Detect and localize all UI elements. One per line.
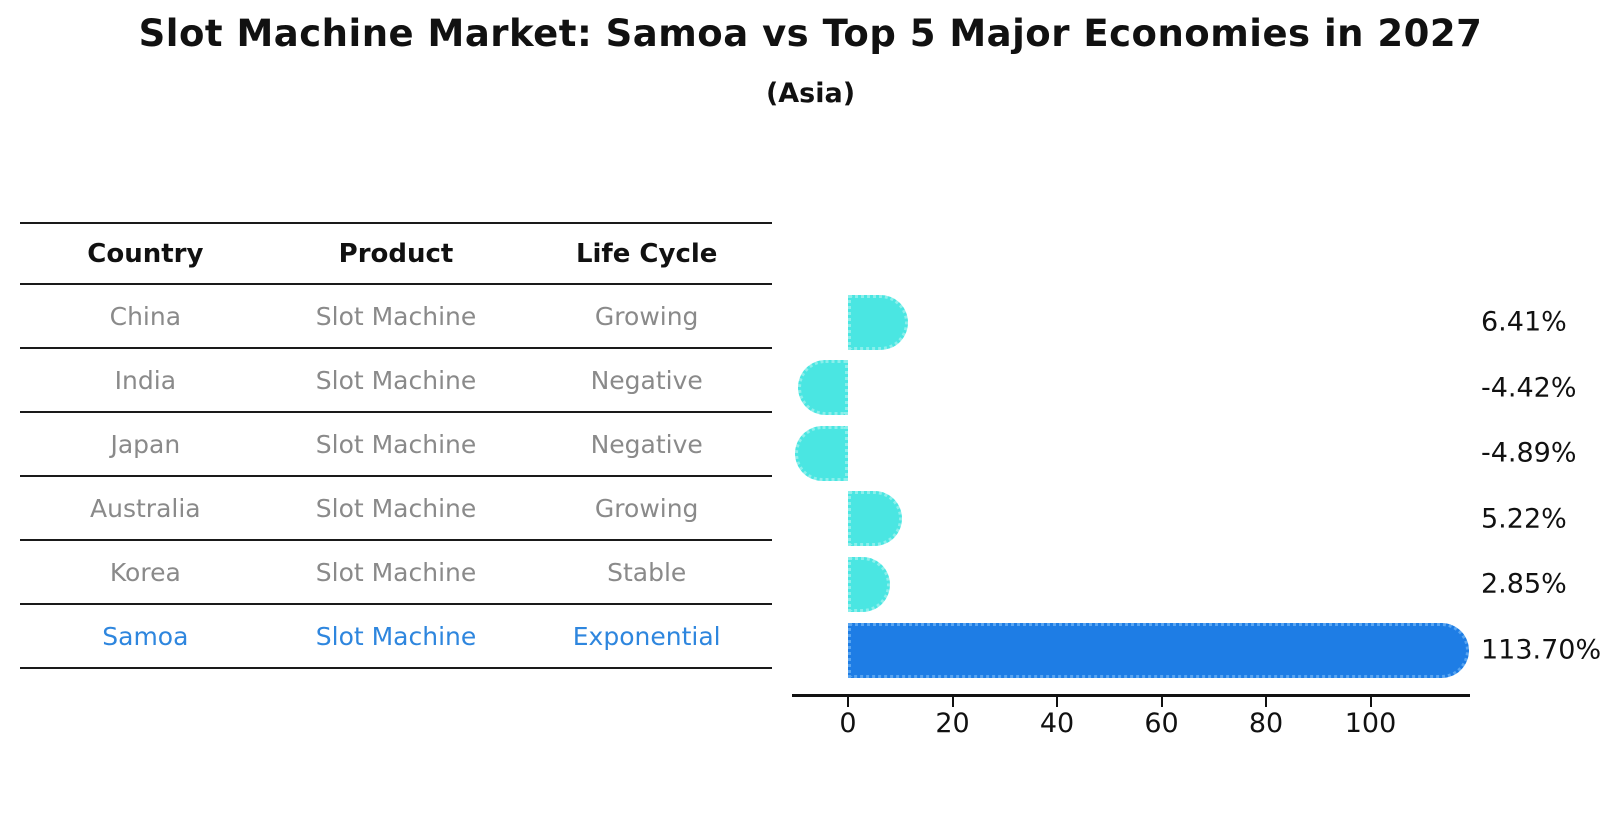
bar-japan xyxy=(795,425,848,481)
table-cell-product: Slot Machine xyxy=(315,493,477,523)
page-title: Slot Machine Market: Samoa vs Top 5 Majo… xyxy=(138,12,1483,55)
value-label-australia: 5.22% xyxy=(1481,503,1567,535)
table-cell-life-cycle: Stable xyxy=(607,557,687,587)
x-axis-tick-80 xyxy=(1265,697,1267,707)
value-label-japan: -4.89% xyxy=(1481,437,1577,469)
value-label-china: 6.41% xyxy=(1481,306,1567,338)
table-row-japan: Japan Slot Machine Negative xyxy=(20,413,772,477)
table-row-india: India Slot Machine Negative xyxy=(20,349,772,413)
value-label-india: -4.42% xyxy=(1481,372,1577,404)
table-cell-life-cycle: Exponential xyxy=(572,621,721,651)
bar-india xyxy=(797,360,848,416)
table-row-korea: Korea Slot Machine Stable xyxy=(20,541,772,605)
table-cell-life-cycle: Growing xyxy=(594,301,699,331)
table-cell-product: Slot Machine xyxy=(315,365,477,395)
bar-samoa xyxy=(848,622,1470,678)
x-axis-tick-label-100: 100 xyxy=(1344,708,1397,739)
x-axis-tick-20 xyxy=(951,697,954,707)
x-axis-tick-label-40: 40 xyxy=(1039,708,1075,739)
table-cell-country: Australia xyxy=(90,493,201,523)
bar-china xyxy=(848,294,909,350)
table-row-australia: Australia Slot Machine Growing xyxy=(20,477,772,541)
table-cell-life-cycle: Negative xyxy=(590,429,703,459)
header-cell-product: Product xyxy=(338,238,454,269)
value-label-korea: 2.85% xyxy=(1481,568,1567,600)
bar-australia xyxy=(848,491,903,547)
x-axis-tick-label-80: 80 xyxy=(1248,708,1284,739)
x-axis-line xyxy=(792,694,1470,697)
table-cell-product: Slot Machine xyxy=(315,301,477,331)
x-axis-tick-0 xyxy=(847,697,849,707)
x-axis-tick-label-60: 60 xyxy=(1144,708,1179,739)
x-axis-tick-100 xyxy=(1369,697,1372,707)
header-cell-country: Country xyxy=(87,238,204,269)
bar-korea xyxy=(848,556,890,612)
x-axis-tick-label-20: 20 xyxy=(935,708,970,739)
table-row-samoa: Samoa Slot Machine Exponential xyxy=(20,605,772,669)
table-cell-product: Slot Machine xyxy=(315,429,477,459)
table-cell-product: Slot Machine xyxy=(315,621,477,651)
table-header-row: Country Product Life Cycle xyxy=(20,224,772,285)
table-cell-life-cycle: Negative xyxy=(590,365,703,395)
page-subtitle: (Asia) xyxy=(765,78,856,109)
table-cell-country: India xyxy=(114,365,177,395)
x-axis-tick-60 xyxy=(1160,697,1163,707)
table-body: China Slot Machine Growing India Slot Machin… xyxy=(20,285,772,669)
table-cell-country: Japan xyxy=(110,429,181,459)
table-cell-country: Korea xyxy=(109,557,181,587)
table-cell-life-cycle: Growing xyxy=(594,493,699,523)
x-axis-tick-40 xyxy=(1056,697,1058,707)
data-table: Country Product Life Cycle China Slot Mac… xyxy=(20,222,772,669)
table-row-china: China Slot Machine Growing xyxy=(20,285,772,349)
table-cell-country: China xyxy=(109,301,182,331)
header-cell-life-cycle: Life Cycle xyxy=(575,238,718,269)
table-cell-country: Samoa xyxy=(102,621,189,651)
table-cell-product: Slot Machine xyxy=(315,557,477,587)
value-label-samoa: 113.70% xyxy=(1481,634,1602,666)
x-axis-tick-label-0: 0 xyxy=(839,708,857,739)
